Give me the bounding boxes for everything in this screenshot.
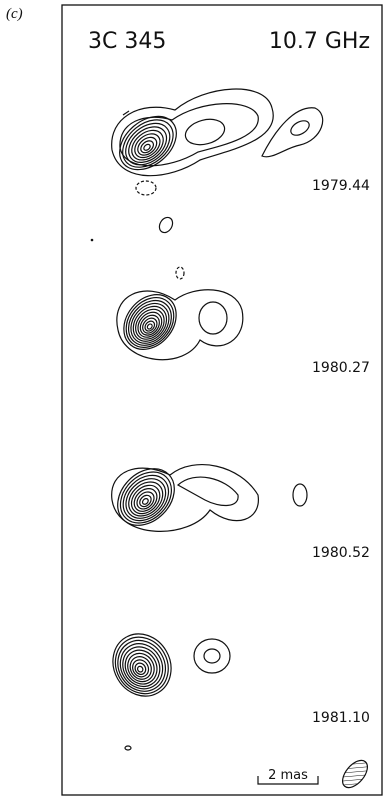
contour	[91, 239, 94, 242]
contour	[199, 302, 227, 334]
contour	[136, 181, 156, 195]
core-contour	[102, 623, 182, 706]
panel-label: (c)	[6, 6, 23, 22]
epoch-label: 1980.52	[312, 545, 370, 561]
contour	[293, 484, 307, 506]
core-contour	[106, 457, 185, 536]
core-contour	[109, 632, 175, 700]
contour	[176, 267, 184, 279]
core-contour	[139, 138, 156, 155]
core-contour	[110, 462, 181, 533]
source-name: 3C 345	[88, 29, 166, 54]
beam	[338, 756, 372, 792]
figure: (c) 3C 345 10.7 GHz 1979.44 1980.27 1980…	[0, 0, 386, 801]
contour	[125, 746, 131, 750]
core-contour	[137, 665, 144, 673]
core-contour	[113, 284, 187, 360]
core-group	[102, 106, 187, 707]
contour	[157, 215, 175, 235]
core-contour	[109, 106, 186, 181]
epoch-label: 1979.44	[312, 178, 370, 194]
contour	[262, 108, 323, 157]
contour	[178, 477, 238, 505]
epoch-label: 1980.27	[312, 360, 370, 376]
core-contour	[105, 627, 178, 703]
contour	[183, 115, 228, 149]
frequency: 10.7 GHz	[269, 29, 370, 54]
contour	[112, 465, 259, 532]
scale-bar-label: 2 mas	[268, 768, 308, 783]
epoch-label: 1981.10	[312, 710, 370, 726]
contour	[204, 649, 220, 663]
page: (c) 3C 345 10.7 GHz 1979.44 1980.27 1980…	[0, 0, 386, 801]
contour	[288, 118, 311, 138]
contour	[194, 639, 230, 673]
